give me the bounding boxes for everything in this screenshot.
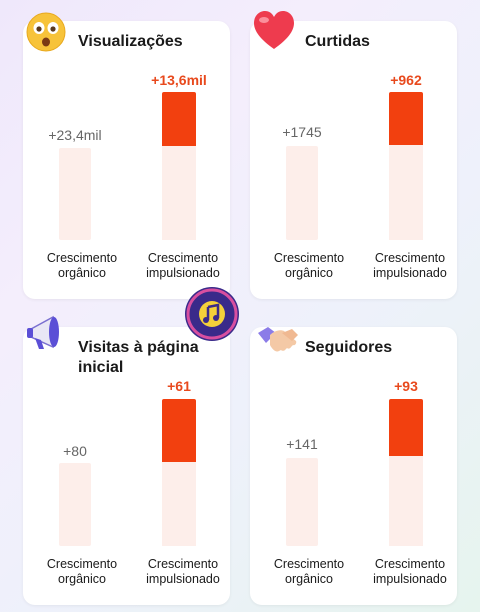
organic-bar: [286, 458, 318, 546]
card-title: Visitas à página inicial: [78, 339, 199, 376]
boosted-bar-base: [162, 146, 196, 240]
profile-visits-card: Visitas à página inicial +80 +61 Crescim…: [23, 315, 230, 605]
boosted-bar-increment: [389, 92, 423, 145]
organic-value: +141: [286, 436, 318, 452]
astonished-face-icon: [26, 12, 66, 52]
organic-label: Crescimento orgânico: [46, 557, 118, 586]
boosted-bar-base: [389, 145, 423, 240]
handshake-icon: [258, 327, 298, 352]
organic-value: +23,4mil: [48, 127, 102, 143]
boosted-bar: [389, 399, 423, 546]
boosted-value: +13,6mil: [151, 72, 207, 88]
boosted-value: +962: [390, 72, 422, 88]
music-note-badge-icon: [185, 287, 239, 341]
organic-value: +1745: [282, 124, 322, 140]
organic-label: Crescimento orgânico: [46, 251, 118, 280]
boosted-label: Crescimento impulsionado: [146, 251, 220, 280]
organic-bar: [59, 148, 91, 240]
boosted-bar-base: [389, 456, 423, 546]
organic-bar: [59, 463, 91, 546]
boosted-bar-increment: [389, 399, 423, 456]
boosted-bar: [389, 92, 423, 240]
boosted-bar: [162, 399, 196, 546]
boosted-bar: [162, 92, 196, 240]
card-title: Seguidores: [305, 339, 393, 356]
boosted-value: +93: [394, 378, 418, 394]
views-card: Visualizações +23,4mil +13,6mil Crescime…: [23, 12, 230, 299]
boosted-label: Crescimento impulsionado: [373, 251, 447, 280]
card-title: Visualizações: [78, 33, 183, 50]
organic-label: Crescimento orgânico: [273, 557, 345, 586]
boosted-bar-increment: [162, 399, 196, 462]
organic-label: Crescimento orgânico: [273, 251, 345, 280]
boosted-bar-base: [162, 462, 196, 546]
likes-card: Curtidas +1745 +962 Crescimento orgânico…: [250, 11, 457, 299]
organic-bar: [286, 146, 318, 240]
boosted-label: Crescimento impulsionado: [373, 557, 447, 586]
card-title: Curtidas: [305, 33, 370, 50]
heart-icon: [254, 11, 294, 49]
boosted-label: Crescimento impulsionado: [146, 557, 220, 586]
organic-value: +80: [63, 443, 87, 459]
megaphone-icon: [27, 315, 59, 349]
boosted-bar-increment: [162, 92, 196, 146]
followers-card: Seguidores +141 +93 Crescimento orgânico…: [250, 327, 457, 605]
boosted-value: +61: [167, 378, 191, 394]
